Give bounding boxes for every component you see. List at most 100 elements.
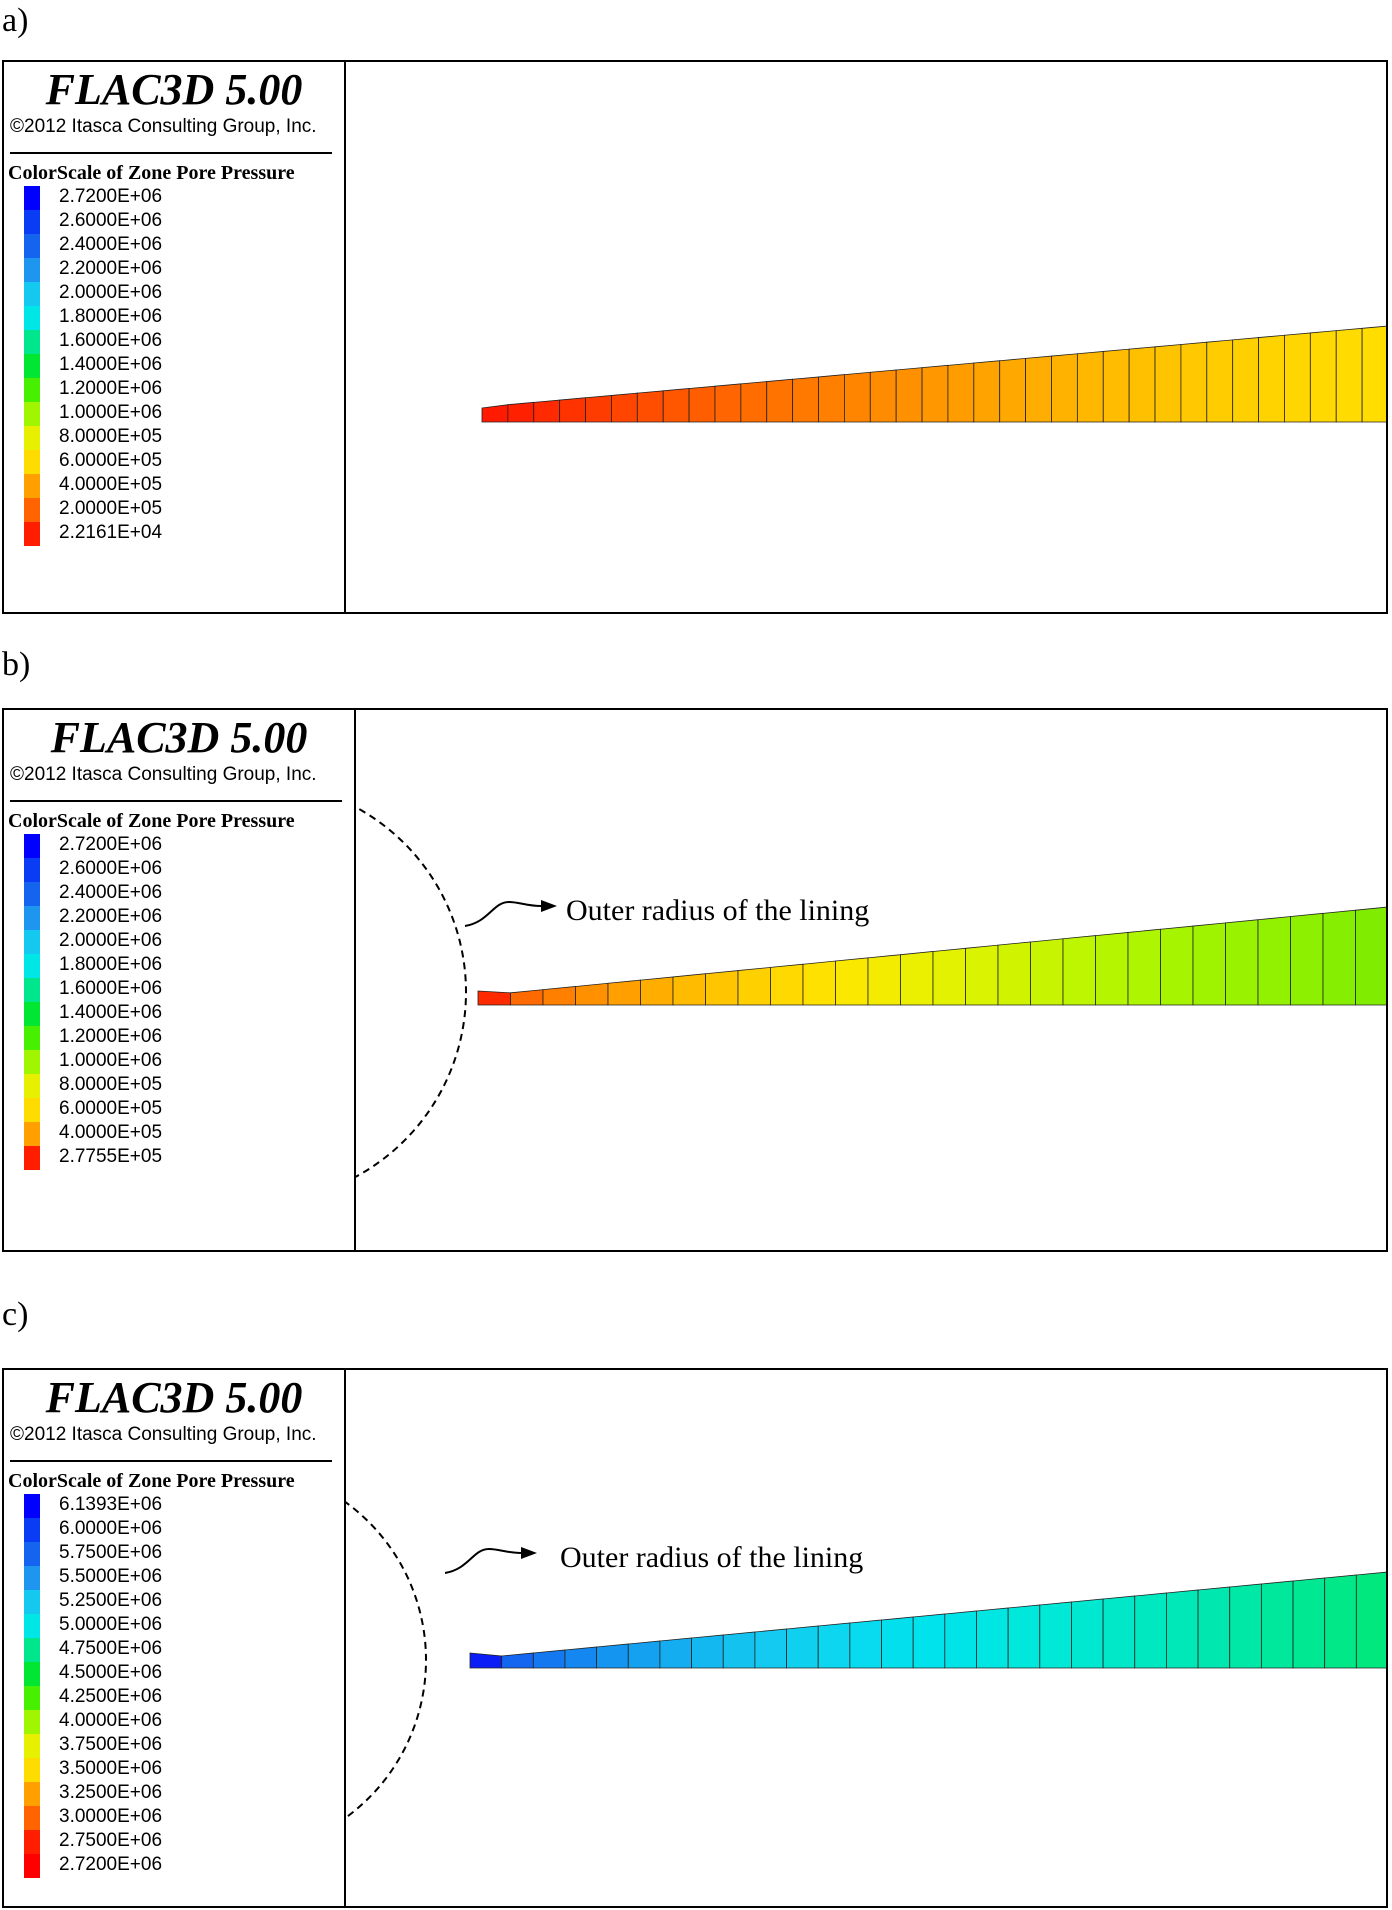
zone-cell xyxy=(1030,938,1064,1006)
zone-cell xyxy=(636,390,664,423)
color-swatch xyxy=(24,522,40,546)
zone-cell xyxy=(849,1619,882,1669)
scale-tick-label: 4.5000E+06 xyxy=(59,1662,163,1683)
panel-label: c) xyxy=(2,1296,29,1333)
zone-cell xyxy=(1180,341,1208,423)
scale-tick-label: 8.0000E+05 xyxy=(59,1074,163,1095)
zone-wedge xyxy=(481,325,1386,423)
zone-cell xyxy=(1309,330,1337,423)
zone-cell xyxy=(976,1607,1009,1669)
zone-cell xyxy=(947,362,975,423)
scale-tick-label: 3.2500E+06 xyxy=(59,1782,163,1803)
zone-cell xyxy=(1361,325,1386,423)
zone-cell xyxy=(510,989,544,1006)
color-swatch xyxy=(24,1146,40,1170)
copyright-text: ©2012 Itasca Consulting Group, Inc. xyxy=(10,1424,317,1445)
scale-tick-label: 1.6000E+06 xyxy=(59,978,163,999)
zone-cell xyxy=(507,401,535,423)
color-swatch xyxy=(24,186,40,210)
color-swatch xyxy=(24,210,40,234)
color-swatch xyxy=(24,1566,40,1590)
color-swatch xyxy=(24,1614,40,1638)
scale-tick-label: 5.5000E+06 xyxy=(59,1566,163,1587)
zone-cell xyxy=(1051,353,1078,423)
plot-svg: Outer radius of the lining xyxy=(346,1501,1386,1819)
scale-tick-label: 6.0000E+05 xyxy=(59,450,163,471)
scale-tick-label: 1.4000E+06 xyxy=(59,354,163,375)
colorscale-title: ColorScale of Zone Pore Pressure xyxy=(8,810,295,832)
scale-tick-label: 6.1393E+06 xyxy=(59,1494,163,1515)
color-swatch xyxy=(24,1806,40,1830)
zone-cell xyxy=(999,357,1026,423)
zone-cell xyxy=(705,970,739,1006)
annotation-label: Outer radius of the lining xyxy=(560,1541,863,1574)
scale-tick-label: 3.0000E+06 xyxy=(59,1806,163,1827)
zone-cell xyxy=(1076,351,1104,423)
zone-cell xyxy=(1154,344,1182,423)
zone-cell xyxy=(691,1634,724,1669)
zone-cell xyxy=(659,1637,692,1669)
zone-cell xyxy=(1355,1571,1386,1669)
model-view: Outer radius of the lining xyxy=(356,710,1386,1250)
zone-cell xyxy=(973,360,1001,423)
color-swatch xyxy=(24,306,40,330)
model-view: Outer radius of the lining xyxy=(346,1370,1386,1906)
scale-tick-label: 2.7755E+05 xyxy=(59,1146,163,1167)
zone-cell xyxy=(1324,1574,1357,1669)
scale-tick-label: 5.2500E+06 xyxy=(59,1590,163,1611)
zone-cell xyxy=(869,369,897,423)
zone-cell xyxy=(1292,1577,1326,1669)
zone-cell xyxy=(802,960,836,1006)
zone-cell xyxy=(1335,327,1363,423)
zone-cell xyxy=(1160,925,1194,1006)
color-swatch xyxy=(24,258,40,282)
panel-frame: FLAC3D 5.00 ©2012 Itasca Consulting Group… xyxy=(2,60,1388,614)
scale-tick-label: 4.0000E+05 xyxy=(59,1122,163,1143)
color-swatch xyxy=(24,474,40,498)
zone-cell xyxy=(481,404,509,423)
annotation-arrow xyxy=(444,1547,522,1574)
zone-cell xyxy=(1128,346,1156,423)
zone-cell xyxy=(1095,931,1129,1006)
scale-tick-label: 1.4000E+06 xyxy=(59,1002,163,1023)
app-title: FLAC3D 5.00 xyxy=(45,65,303,114)
zone-cell xyxy=(1258,334,1285,423)
scale-tick-label: 3.5000E+06 xyxy=(59,1758,163,1779)
legend-divider xyxy=(10,1460,332,1462)
color-swatch xyxy=(24,1026,40,1050)
color-swatch xyxy=(24,858,40,882)
panel-label: b) xyxy=(2,646,31,683)
lining-outer-radius-arc xyxy=(346,1501,427,1819)
scale-tick-label: 2.4000E+06 xyxy=(59,234,163,255)
zone-cell xyxy=(737,966,771,1006)
zone-cell xyxy=(575,982,609,1006)
scale-tick-label: 6.0000E+06 xyxy=(59,1518,163,1539)
scale-tick-label: 3.7500E+06 xyxy=(59,1734,163,1755)
color-swatch xyxy=(24,1782,40,1806)
zone-cell xyxy=(1290,912,1324,1006)
zone-cell xyxy=(912,1613,946,1669)
scale-tick-label: 2.2161E+04 xyxy=(59,522,163,543)
zone-cell xyxy=(881,1616,914,1669)
arrowhead-icon xyxy=(521,1547,537,1559)
scale-tick-label: 4.0000E+06 xyxy=(59,1710,163,1731)
scale-tick-label: 2.2000E+06 xyxy=(59,906,163,927)
color-swatch xyxy=(24,354,40,378)
zone-cell xyxy=(722,1631,756,1669)
color-swatch xyxy=(24,882,40,906)
scale-tick-label: 1.8000E+06 xyxy=(59,306,163,327)
zone-cell xyxy=(533,399,561,423)
zone-cell xyxy=(1322,909,1356,1006)
color-swatch xyxy=(24,330,40,354)
zone-cell xyxy=(564,1646,598,1669)
scale-tick-label: 2.7200E+06 xyxy=(59,834,163,855)
color-swatch xyxy=(24,1854,40,1878)
color-swatch xyxy=(24,834,40,858)
zone-wedge xyxy=(477,906,1386,1006)
scale-tick-label: 4.7500E+06 xyxy=(59,1638,163,1659)
zone-cell xyxy=(921,364,949,423)
scale-tick-label: 2.7500E+06 xyxy=(59,1830,163,1851)
annotation-label: Outer radius of the lining xyxy=(566,894,869,927)
zone-cell xyxy=(766,378,794,423)
zone-cell xyxy=(1102,1595,1136,1669)
